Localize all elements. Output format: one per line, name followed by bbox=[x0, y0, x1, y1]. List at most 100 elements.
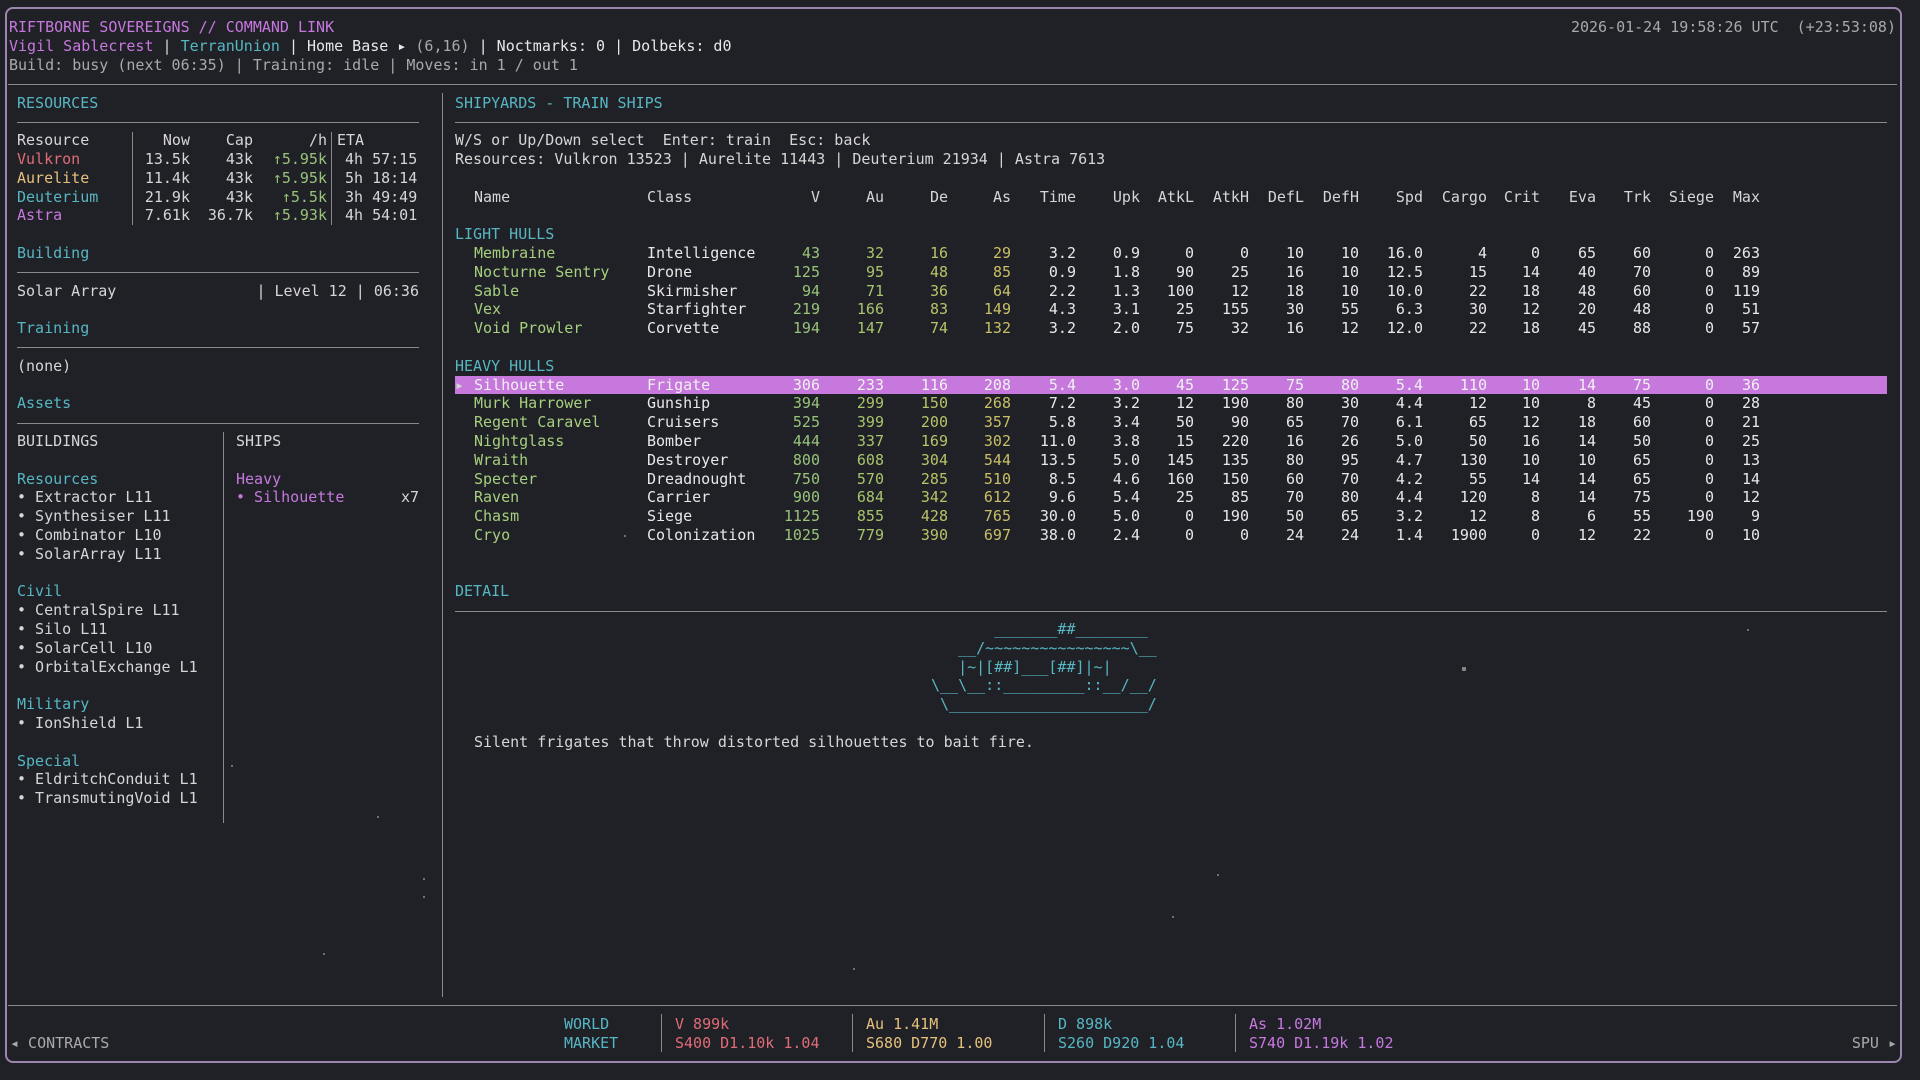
countdown: (+23:53:08) bbox=[1796, 18, 1896, 37]
ship-stat: 0 bbox=[1184, 243, 1194, 262]
identity-segment: | Home Base ▸ bbox=[279, 37, 416, 56]
ship-stat: 5.0 bbox=[1395, 431, 1423, 450]
resource-cap: 36.7k bbox=[207, 206, 253, 225]
ship-stat: 220 bbox=[1221, 431, 1249, 450]
ship-stat: 684 bbox=[856, 488, 884, 507]
ship-stat: 14 bbox=[1577, 375, 1596, 394]
ship-stat: 14 bbox=[1577, 469, 1596, 488]
ship-stat: 50 bbox=[1285, 507, 1304, 526]
ship-stat: 12 bbox=[1521, 300, 1540, 319]
ship-stat: 48 bbox=[1577, 281, 1596, 300]
ship-stat: 6.3 bbox=[1395, 300, 1423, 319]
group-name: Special bbox=[17, 751, 81, 770]
ship-stat: 135 bbox=[1221, 450, 1249, 469]
ship-stat: 75 bbox=[1285, 375, 1304, 394]
ship-stat: 45 bbox=[1577, 319, 1596, 338]
ship-stat: 60 bbox=[1285, 469, 1304, 488]
building-item: • OrbitalExchange L1 bbox=[17, 657, 198, 676]
ship-stat: 779 bbox=[856, 525, 884, 544]
ship-stat: 25 bbox=[1175, 488, 1194, 507]
ship-stat: 0 bbox=[1704, 394, 1714, 413]
ship-stat: 7.2 bbox=[1048, 394, 1076, 413]
ship-stat: 8.5 bbox=[1048, 469, 1076, 488]
ship-stat: 147 bbox=[856, 319, 884, 338]
ship-stat: 302 bbox=[983, 431, 1011, 450]
timestamp: 2026-01-24 19:58:26 UTC bbox=[1570, 18, 1779, 37]
ship-class: Cruisers bbox=[647, 413, 720, 432]
ship-stat: 5.4 bbox=[1112, 488, 1140, 507]
ship-stat: 55 bbox=[1468, 469, 1487, 488]
ship-stat: 4.2 bbox=[1395, 469, 1423, 488]
ship-stat: 444 bbox=[792, 431, 820, 450]
ship-stat: 3.2 bbox=[1048, 319, 1076, 338]
column-header: Resource bbox=[17, 131, 90, 150]
divider bbox=[132, 131, 133, 225]
ship-stat: 0 bbox=[1239, 243, 1249, 262]
market-detail: S740 D1.19k 1.02 bbox=[1249, 1033, 1394, 1052]
ship-stat: 697 bbox=[983, 525, 1011, 544]
panel-title: SHIPYARDS - TRAIN SHIPS bbox=[455, 93, 663, 112]
ship-stat: 9 bbox=[1750, 507, 1760, 526]
ship-stat: 0.9 bbox=[1048, 262, 1076, 281]
ship-stat: 390 bbox=[920, 525, 948, 544]
ship-stat: 12 bbox=[1230, 281, 1249, 300]
ship-stat: 3.2 bbox=[1395, 507, 1423, 526]
ship-stat: 18 bbox=[1521, 319, 1540, 338]
ship-stat: 15 bbox=[1175, 431, 1194, 450]
ship-stat: 60 bbox=[1632, 243, 1651, 262]
ship-stat: 100 bbox=[1166, 281, 1194, 300]
ship-stat: 21 bbox=[1741, 413, 1760, 432]
ship-stat: 89 bbox=[1741, 262, 1760, 281]
ship-stat: 14 bbox=[1577, 488, 1596, 507]
section-title: Building bbox=[17, 243, 90, 262]
ship-stat: 65 bbox=[1632, 469, 1651, 488]
ship-stat: 855 bbox=[856, 507, 884, 526]
ship-stat: 48 bbox=[929, 262, 948, 281]
ship-stat: 16.0 bbox=[1386, 243, 1423, 262]
ship-stat: 1900 bbox=[1450, 525, 1487, 544]
ship-name: Murk Harrower bbox=[474, 394, 592, 413]
ship-stat: 800 bbox=[792, 450, 820, 469]
ship-stat: 38.0 bbox=[1039, 525, 1076, 544]
ship-stat: 608 bbox=[856, 450, 884, 469]
ship-stat: 57 bbox=[1741, 319, 1760, 338]
building-item: • SolarArray L11 bbox=[17, 544, 162, 563]
ship-stat: 0 bbox=[1704, 300, 1714, 319]
ship-name: Specter bbox=[474, 469, 538, 488]
ship-stat: 80 bbox=[1285, 450, 1304, 469]
ship-stat: 11.0 bbox=[1039, 431, 1076, 450]
ship-stat: 5.4 bbox=[1395, 375, 1423, 394]
ship-stat: 14 bbox=[1521, 262, 1540, 281]
ship-stat: 219 bbox=[792, 300, 820, 319]
ship-stat: 304 bbox=[920, 450, 948, 469]
ship-stat: 233 bbox=[856, 375, 884, 394]
ship-stat: 3.2 bbox=[1112, 394, 1140, 413]
ship-stat: 4.3 bbox=[1048, 300, 1076, 319]
ship-stat: 12 bbox=[1468, 507, 1487, 526]
ship-name: Void Prowler bbox=[474, 319, 583, 338]
ship-stat: 357 bbox=[983, 413, 1011, 432]
ship-stat: 190 bbox=[1221, 394, 1249, 413]
ship-stat: 75 bbox=[1632, 375, 1651, 394]
ship-name: Vex bbox=[474, 300, 502, 319]
ship-stat: 125 bbox=[1221, 375, 1249, 394]
column-header: AtkL bbox=[1157, 187, 1194, 206]
ship-stat: 510 bbox=[983, 469, 1011, 488]
ship-stat: 50 bbox=[1468, 431, 1487, 450]
ship-stat: 4.4 bbox=[1395, 488, 1423, 507]
resource-rate: ↑5.95k bbox=[272, 168, 327, 187]
column-header: Cargo bbox=[1441, 187, 1487, 206]
star bbox=[1462, 667, 1466, 671]
divider bbox=[1044, 1014, 1045, 1052]
selection-marker: ▸ bbox=[455, 375, 465, 394]
ship-stat: 194 bbox=[792, 319, 820, 338]
ship-class: Corvette bbox=[647, 319, 720, 338]
identity-segment: | bbox=[153, 37, 181, 56]
column-header: Eva bbox=[1568, 187, 1596, 206]
ship-class: Colonization bbox=[647, 525, 756, 544]
ship-stat: 5.4 bbox=[1048, 375, 1076, 394]
ship-stat: 36 bbox=[929, 281, 948, 300]
ship-stat: 10 bbox=[1741, 525, 1760, 544]
ship-stat: 285 bbox=[920, 469, 948, 488]
ship-stat: 10 bbox=[1340, 281, 1359, 300]
